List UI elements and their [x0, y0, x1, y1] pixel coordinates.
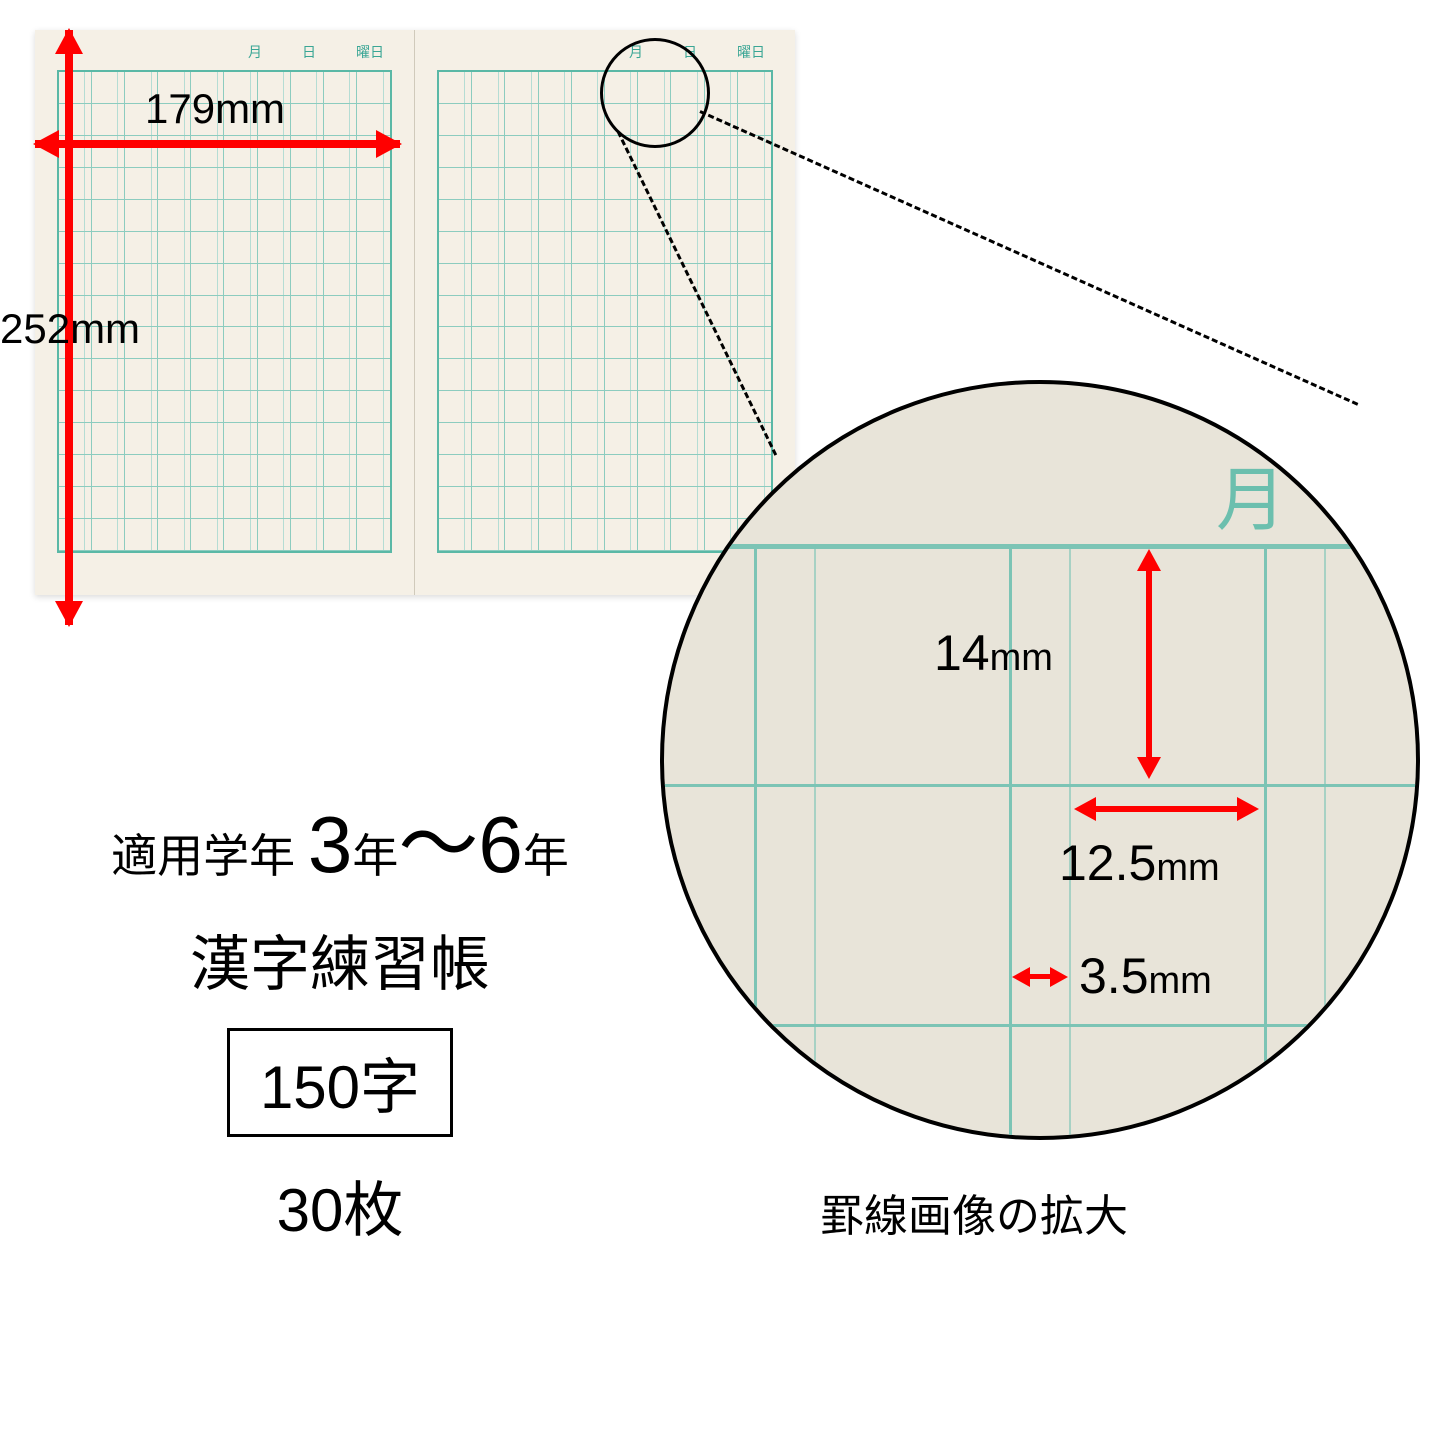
cell-height-arrow — [1134, 549, 1164, 779]
zoom-connector-line — [699, 110, 1358, 406]
product-info: 適用学年 3年～6年 漢字練習帳 150字 30枚 — [40, 780, 640, 1249]
char-count-box: 150字 — [227, 1028, 453, 1137]
date-weekday: 曜日 — [356, 42, 384, 62]
zoom-caption: 罫線画像の拡大 — [820, 1180, 1128, 1244]
grade-line: 適用学年 3年～6年 — [40, 780, 640, 896]
zoom-detail-circle: 月 14mm 12.5mm 3.5mm — [660, 380, 1420, 1140]
zoom-month-glyph: 月 — [1216, 444, 1286, 545]
cell-height-label: 14mm — [934, 624, 1053, 682]
height-dimension: 252mm — [0, 305, 140, 353]
date-month: 月 — [248, 42, 262, 62]
margin-width-arrow — [1012, 964, 1068, 990]
width-arrow — [35, 140, 400, 148]
cell-width-label: 12.5mm — [1059, 834, 1220, 892]
date-day: 日 — [302, 42, 316, 62]
margin-width-label: 3.5mm — [1079, 947, 1212, 1005]
sheet-count: 30枚 — [40, 1162, 640, 1249]
width-dimension: 179mm — [145, 85, 285, 133]
date-row: 月 日 曜日 — [35, 42, 414, 62]
zoom-source-circle — [600, 38, 710, 148]
product-name: 漢字練習帳 — [40, 916, 640, 1003]
cell-width-arrow — [1074, 794, 1259, 824]
date-weekday: 曜日 — [737, 42, 765, 62]
date-row: 月 日 曜日 — [415, 42, 795, 62]
